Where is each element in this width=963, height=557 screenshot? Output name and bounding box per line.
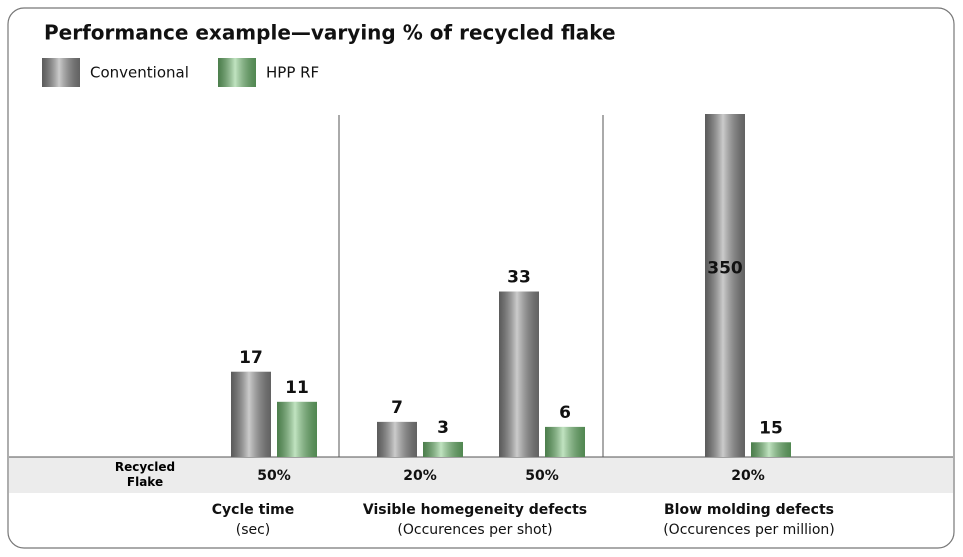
bar-shine	[545, 426, 585, 457]
panel-subtitle: (Occurences per shot)	[397, 522, 552, 538]
value-label: 17	[239, 348, 263, 368]
panel-subtitle: (Occurences per million)	[663, 522, 835, 538]
chart-title: Performance example—varying % of recycle…	[44, 21, 616, 45]
category-label: 50%	[257, 468, 291, 484]
category-label: 50%	[525, 468, 559, 484]
value-label: 6	[559, 403, 571, 423]
row-band	[9, 457, 953, 493]
legend-label: HPP RF	[266, 64, 319, 82]
panel-title: Blow molding defects	[664, 502, 834, 518]
bar-shine	[231, 371, 271, 457]
value-label: 15	[759, 418, 783, 438]
panel-title: Visible homegeneity defects	[363, 502, 587, 518]
bar-shine	[277, 401, 317, 457]
value-label: 3	[437, 418, 449, 438]
value-label: 11	[285, 378, 309, 398]
value-label: 7	[391, 398, 403, 418]
row-label: Recycled Flake	[114, 460, 176, 489]
category-label: 20%	[731, 468, 765, 484]
bar-shine	[751, 442, 791, 457]
category-label: 20%	[403, 468, 437, 484]
bar-shine	[499, 291, 539, 457]
value-label: 350	[707, 258, 743, 278]
value-label: 33	[507, 268, 531, 288]
bar-shine	[705, 114, 745, 457]
panel-title: Cycle time	[212, 502, 294, 518]
panel-subtitle: (sec)	[236, 522, 271, 538]
legend-shine	[42, 58, 80, 87]
legend-label: Conventional	[90, 64, 189, 82]
bar-shine	[423, 441, 463, 457]
bar-shine	[377, 421, 417, 457]
legend-shine	[218, 58, 256, 87]
